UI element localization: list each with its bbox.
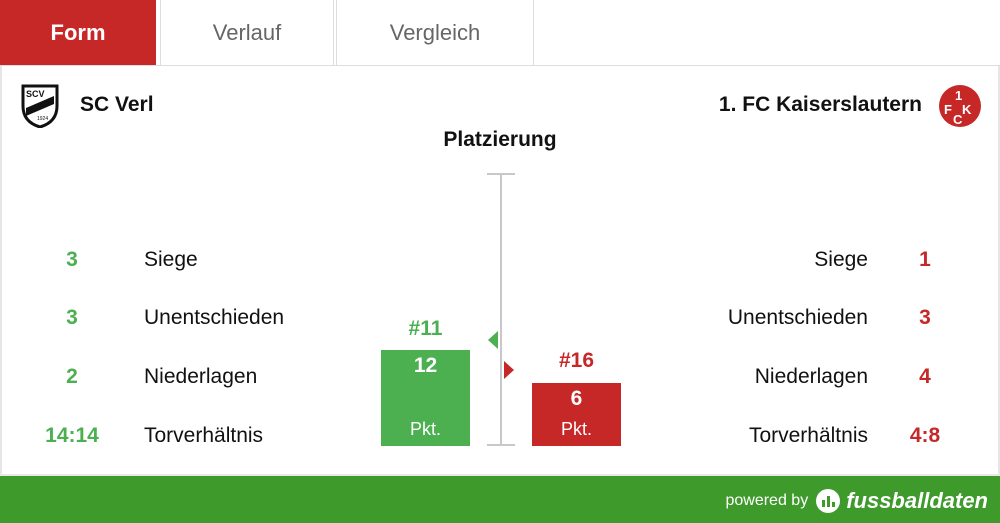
powered-by-text: powered by — [725, 492, 809, 509]
tab-form[interactable]: Form — [0, 0, 156, 65]
home-rank-marker-icon — [488, 331, 498, 349]
home-wins: 3 — [66, 248, 78, 271]
tab-verlauf[interactable]: Verlauf — [160, 0, 334, 65]
home-points-bar: 12 Pkt. — [381, 350, 470, 446]
home-label-draws: Unentschieden — [144, 306, 285, 329]
svg-text:SCV: SCV — [26, 89, 45, 99]
tab-vergleich[interactable]: Vergleich — [336, 0, 534, 65]
home-label-losses: Niederlagen — [144, 365, 258, 388]
footer: powered by fussballdaten — [0, 474, 1000, 523]
home-losses: 2 — [66, 365, 78, 388]
away-rank-marker-icon — [504, 361, 514, 379]
sc-verl-logo-icon: SCV 1924 — [20, 84, 60, 133]
away-team-name: 1. FC Kaiserslautern — [718, 93, 922, 116]
away-points-unit: Pkt. — [560, 419, 592, 439]
home-label-goal-ratio: Torverhältnis — [144, 424, 264, 447]
home-label-wins: Siege — [144, 248, 198, 271]
svg-text:1: 1 — [955, 88, 962, 103]
home-team-name: SC Verl — [80, 93, 154, 116]
away-points: 6 — [570, 387, 583, 410]
away-label-losses: Niederlagen — [754, 365, 868, 388]
home-points-unit: Pkt. — [409, 419, 441, 439]
home-goal-ratio: 14:14 — [45, 424, 99, 447]
svg-text:C: C — [953, 112, 963, 127]
svg-text:F: F — [944, 102, 952, 117]
home-draws: 3 — [66, 306, 78, 329]
away-label-draws: Unentschieden — [727, 306, 868, 329]
brand-name: fussballdaten — [846, 488, 988, 513]
away-goal-ratio: 4:8 — [909, 424, 941, 447]
away-wins: 1 — [919, 248, 931, 271]
away-rank: #16 — [558, 349, 595, 372]
home-rank: #11 — [408, 317, 443, 340]
kaiserslautern-logo-icon: 1 F K C — [938, 84, 982, 133]
powered-by-link[interactable]: powered by fussballdaten — [725, 488, 988, 514]
fussballdaten-logo-icon — [816, 489, 841, 513]
home-points: 12 — [413, 354, 438, 377]
away-label-wins: Siege — [814, 248, 868, 271]
section-title: Platzierung — [443, 128, 557, 151]
away-label-goal-ratio: Torverhältnis — [748, 424, 868, 447]
svg-text:K: K — [962, 102, 972, 117]
away-losses: 4 — [919, 365, 931, 388]
away-draws: 3 — [919, 306, 931, 329]
svg-text:1924: 1924 — [37, 116, 48, 122]
axis-bottom-tick — [487, 444, 515, 446]
form-panel — [0, 66, 1000, 474]
tab-divider — [0, 65, 1000, 66]
tab-bar: Form Verlauf Vergleich — [0, 0, 1000, 66]
away-points-bar: 6 Pkt. — [532, 383, 621, 446]
ranking-axis — [500, 174, 502, 446]
axis-top-tick — [487, 173, 515, 175]
